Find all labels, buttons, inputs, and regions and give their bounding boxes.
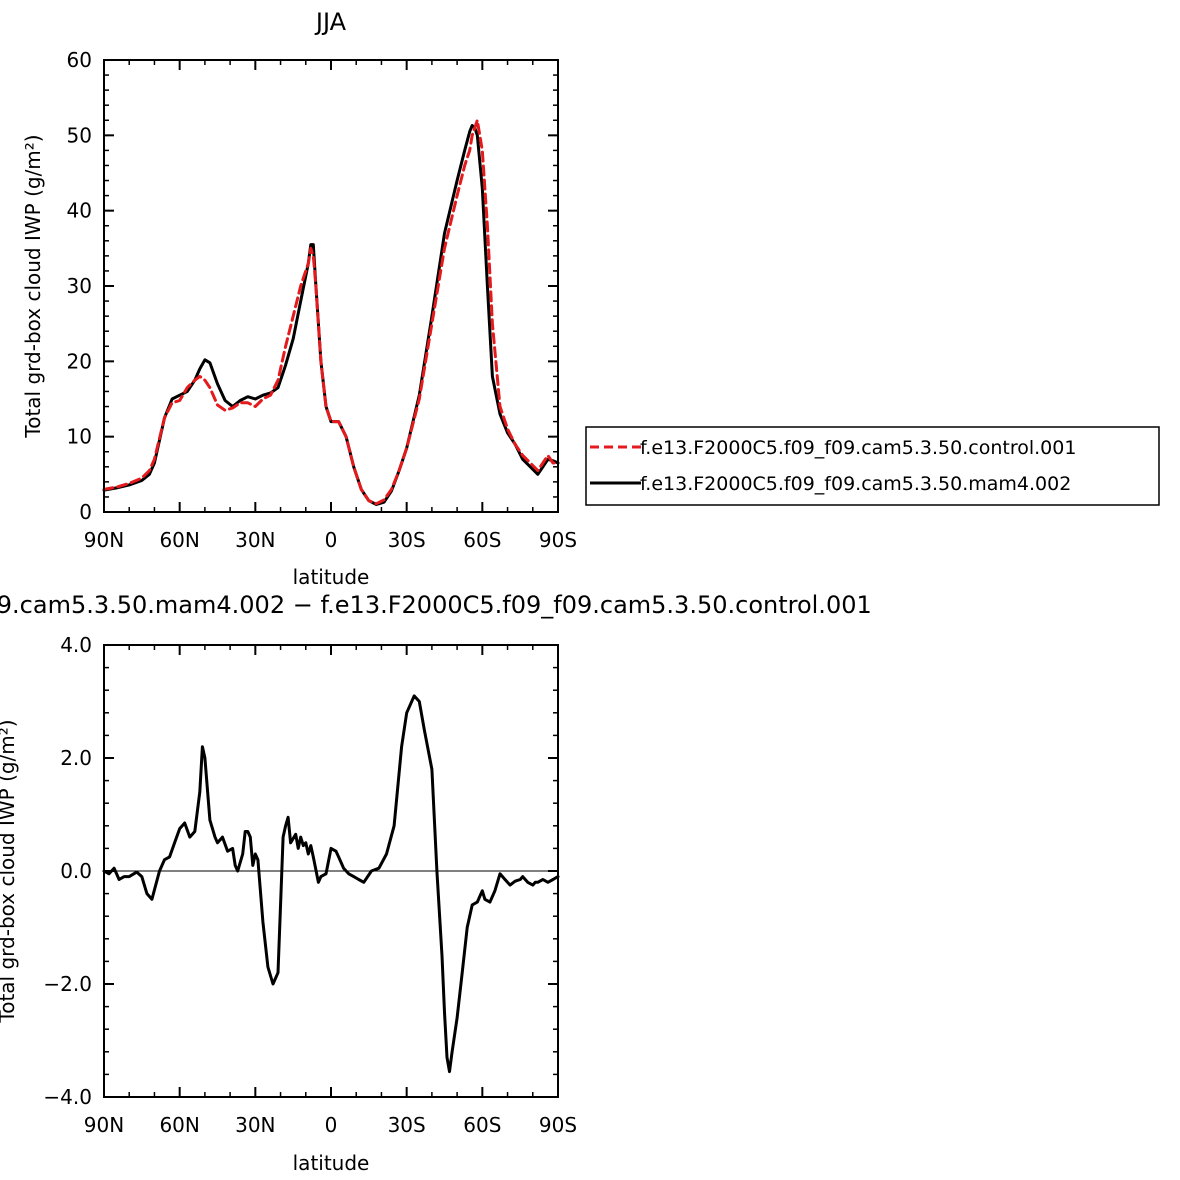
top-panel: JJA 90N 60N 30N 0 30S 60S 90S 0 10 20 30 40 50 60 lat… [21, 8, 1160, 589]
top-x-tick-label: 60N [159, 528, 199, 552]
top-x-tick-label: 30S [388, 528, 426, 552]
bottom-series-line-0 [102, 694, 560, 1074]
top-x-tick-label: 60S [463, 528, 501, 552]
top-y-axis-label: Total grd-box cloud IWP (g/m²) [21, 134, 45, 438]
legend: f.e13.F2000C5.f09_f09.cam5.3.50.control.… [585, 426, 1160, 506]
bottom-y-axis-label: Total grd-box cloud IWP (g/m²) [0, 719, 19, 1023]
top-y-tick-label: 30 [67, 274, 92, 298]
legend-label-control: f.e13.F2000C5.f09_f09.cam5.3.50.control.… [640, 437, 1076, 459]
top-y-tick-label: 10 [67, 425, 92, 449]
top-y-tick-label: 60 [67, 48, 92, 72]
bottom-x-tick-label: 60N [159, 1113, 199, 1137]
bottom-y-tick-label: 2.0 [60, 746, 92, 770]
bottom-y-tick-label: −4.0 [43, 1085, 92, 1109]
bottom-x-tick-label: 0 [325, 1113, 338, 1137]
top-series-group [102, 118, 560, 506]
top-y-tick-label: 50 [67, 123, 92, 147]
top-y-tick-label: 0 [79, 500, 92, 524]
bottom-x-tick-label: 90N [84, 1113, 124, 1137]
bottom-x-axis-label: latitude [293, 1151, 370, 1175]
top-series-line-1 [102, 124, 560, 506]
bottom-y-tick-label: 0.0 [60, 859, 92, 883]
top-axes: 90N 60N 30N 0 30S 60S 90S 0 10 20 30 40 50 60 [67, 48, 578, 552]
bottom-y-tick-label: 4.0 [60, 633, 92, 657]
top-chart-title: JJA [314, 8, 347, 36]
legend-box [585, 426, 1160, 506]
bottom-x-tick-label: 90S [539, 1113, 577, 1137]
bottom-x-tick-label: 60S [463, 1113, 501, 1137]
bottom-series-group [102, 694, 560, 1074]
bottom-x-tick-label: 30N [235, 1113, 275, 1137]
bottom-panel: f.e13.F2000C5.f09_f09.cam5.3.50.mam4.002… [0, 591, 872, 1175]
top-x-axis-label: latitude [293, 565, 370, 589]
bottom-y-tick-label: −2.0 [43, 972, 92, 996]
top-x-tick-label: 30N [235, 528, 275, 552]
top-y-tick-label: 20 [67, 349, 92, 373]
top-x-tick-label: 0 [325, 528, 338, 552]
bottom-x-tick-label: 30S [388, 1113, 426, 1137]
top-series-line-0 [102, 118, 560, 506]
top-x-tick-label: 90N [84, 528, 124, 552]
legend-label-mam4: f.e13.F2000C5.f09_f09.cam5.3.50.mam4.002 [640, 473, 1071, 495]
bottom-axes: 90N 60N 30N 0 30S 60S 90S −4.0 −2.0 0.0 2.0 4.0 [43, 633, 577, 1137]
top-y-tick-label: 40 [67, 199, 92, 223]
bottom-chart-title: f.e13.F2000C5.f09_f09.cam5.3.50.mam4.002… [0, 591, 872, 619]
top-x-tick-label: 90S [539, 528, 577, 552]
